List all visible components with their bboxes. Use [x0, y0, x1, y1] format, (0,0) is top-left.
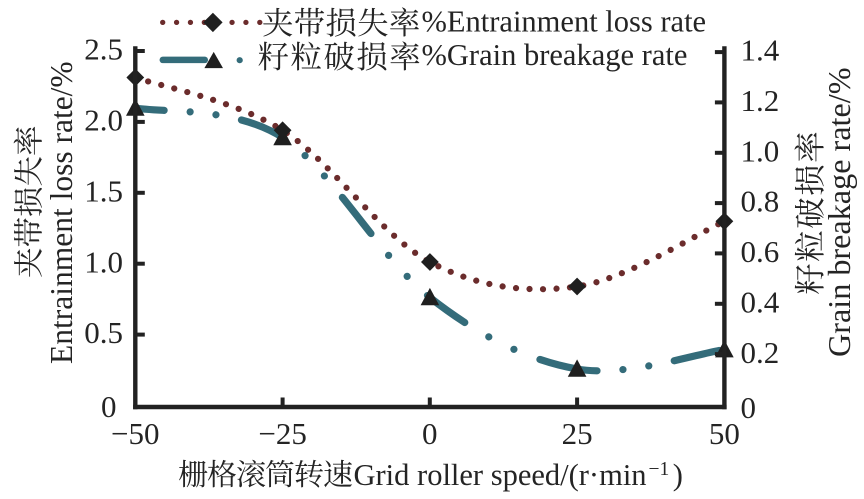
svg-text:0.5: 0.5: [84, 315, 123, 350]
svg-text:1.2: 1.2: [741, 83, 780, 118]
svg-text:−25: −25: [258, 416, 306, 451]
svg-text:0.6: 0.6: [741, 234, 780, 269]
svg-text:−50: −50: [111, 416, 159, 451]
svg-text:%Entrainment loss rate: %Entrainment loss rate: [422, 4, 707, 38]
svg-text:1.5: 1.5: [84, 173, 123, 208]
svg-text:0: 0: [741, 390, 757, 425]
svg-text:25: 25: [562, 416, 593, 451]
svg-text:Entrainment loss rate/%: Entrainment loss rate/%: [44, 61, 79, 364]
svg-text:1.0: 1.0: [741, 133, 780, 168]
svg-text:%Grain breakage rate: %Grain breakage rate: [422, 38, 688, 72]
svg-text:1.0: 1.0: [84, 244, 123, 279]
svg-text:0.4: 0.4: [741, 284, 780, 319]
svg-text:Grid roller speed/(r·min: Grid roller speed/(r·min: [354, 458, 647, 492]
svg-text:2.0: 2.0: [84, 103, 123, 138]
svg-text:0.2: 0.2: [741, 335, 780, 370]
svg-text:Grain breakage rate/%: Grain breakage rate/%: [821, 67, 857, 357]
svg-text:2.5: 2.5: [84, 32, 123, 67]
svg-text:50: 50: [709, 416, 740, 451]
svg-text:0: 0: [101, 389, 117, 424]
svg-text:): ): [673, 458, 683, 492]
svg-text:−1: −1: [649, 459, 670, 480]
svg-text:0: 0: [422, 416, 438, 451]
svg-text:1.4: 1.4: [741, 33, 780, 68]
svg-text:0.8: 0.8: [741, 184, 780, 219]
